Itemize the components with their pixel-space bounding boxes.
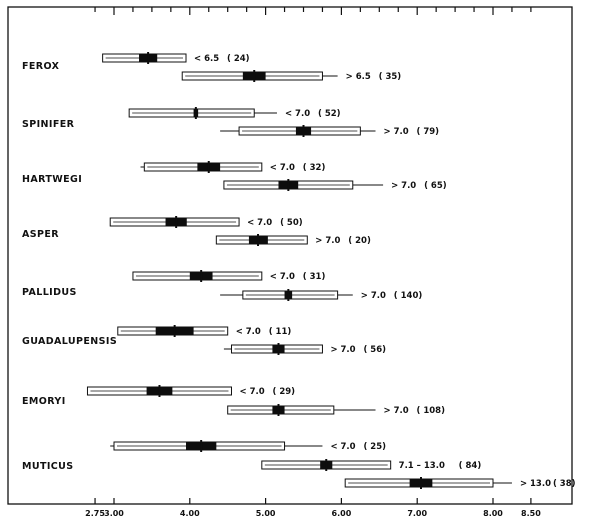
box-row: > 7.0 ( 65) — [223, 179, 447, 191]
box-row: < 7.0 ( 52) — [128, 107, 341, 119]
sample-size-label: ( 11) — [269, 327, 292, 337]
group-hartwegi: HARTWEGI < 7.0 ( 32) > 7.0 ( 65) — [22, 161, 447, 191]
box-row: > 7.0 ( 20) — [215, 234, 371, 246]
size-class-label: < 7.0 — [270, 163, 295, 173]
sample-size-label: ( 35) — [379, 72, 402, 82]
size-class-label: < 7.0 — [330, 442, 355, 452]
size-class-label: 7.1 – 13.0 — [399, 461, 445, 471]
x-tick-label: 2.75 — [85, 509, 105, 518]
size-class-label: < 6.5 — [194, 54, 219, 64]
box-groups: FEROX < 6.5 ( 24) > 6.5 ( 35) SPINIFER < 7.0 ( … — [22, 52, 576, 489]
sample-size-label: ( 108) — [417, 406, 446, 416]
sample-size-label: ( 52) — [318, 109, 341, 119]
sample-size-label: ( 140) — [394, 291, 423, 301]
size-class-label: < 7.0 — [285, 109, 310, 119]
taxon-label: GUADALUPENSIS — [22, 336, 117, 347]
group-ferox: FEROX < 6.5 ( 24) > 6.5 ( 35) — [22, 52, 401, 82]
box-row: < 7.0 ( 50) — [109, 216, 303, 228]
group-guadalupensis: GUADALUPENSIS < 7.0 ( 11) > 7.0 ( 56) — [22, 325, 386, 355]
size-class-label: > 7.0 — [315, 236, 340, 246]
plot-frame — [7, 6, 573, 505]
sample-size-label: ( 29) — [272, 387, 295, 397]
group-spinifer: SPINIFER < 7.0 ( 52) > 7.0 ( 79) — [22, 107, 439, 137]
box-row: > 7.0 ( 79) — [220, 125, 439, 137]
x-tick-label: 4.00 — [180, 509, 200, 518]
sample-size-label: ( 31) — [303, 272, 326, 282]
sample-size-label: ( 20) — [348, 236, 371, 246]
sample-size-label: ( 56) — [363, 345, 386, 355]
taxon-label: PALLIDUS — [22, 287, 77, 298]
sample-size-label: ( 25) — [363, 442, 386, 452]
sample-size-label: ( 32) — [303, 163, 326, 173]
box-row: < 6.5 ( 24) — [102, 52, 250, 64]
size-class-label: > 7.0 — [330, 345, 355, 355]
box-row: > 13.0( 38) — [344, 477, 576, 489]
box-row: < 7.0 ( 25) — [110, 440, 386, 452]
box-row: > 6.5 ( 35) — [181, 70, 402, 82]
sample-size-label: ( 24) — [227, 54, 250, 64]
x-tick-label: 8.50 — [521, 509, 541, 518]
size-class-label: > 7.0 — [384, 127, 409, 137]
box-row: < 7.0 ( 29) — [86, 385, 295, 397]
group-asper: ASPER < 7.0 ( 50) > 7.0 ( 20) — [22, 216, 371, 246]
box-row: < 7.0 ( 11) — [117, 325, 292, 337]
size-class-label: > 13.0 — [520, 479, 551, 489]
box-row: > 7.0 ( 108) — [227, 404, 446, 416]
x-tick-label: 5.00 — [256, 509, 276, 518]
box-row: > 7.0 ( 140) — [220, 289, 422, 301]
x-tick-label: 3.00 — [104, 509, 124, 518]
box-row: > 7.0 ( 56) — [223, 343, 386, 355]
x-tick-label: 8.00 — [483, 509, 503, 518]
taxon-label: HARTWEGI — [22, 174, 82, 185]
x-axis: 2.75 3.00 4.00 5.00 6.00 7.00 8.00 8.50 — [85, 498, 541, 518]
taxon-label: SPINIFER — [22, 119, 75, 130]
box-row: < 7.0 ( 32) — [140, 161, 326, 173]
x-tick-label: 7.00 — [407, 509, 427, 518]
sample-size-label: ( 79) — [417, 127, 440, 137]
size-class-label: > 7.0 — [391, 181, 416, 191]
top-axis-ticks — [94, 7, 532, 15]
size-class-label: < 7.0 — [247, 218, 272, 228]
group-emoryi: EMORYI < 7.0 ( 29) > 7.0 ( 108) — [22, 385, 445, 416]
box-row: 7.1 – 13.0 ( 84) — [261, 459, 482, 471]
group-pallidus: PALLIDUS < 7.0 ( 31) > 7.0 ( 140) — [22, 270, 422, 301]
size-class-label: > 7.0 — [384, 406, 409, 416]
taxon-label: MUTICUS — [22, 461, 74, 472]
size-class-label: > 6.5 — [346, 72, 371, 82]
sample-size-label: ( 65) — [424, 181, 447, 191]
size-class-label: > 7.0 — [361, 291, 386, 301]
taxon-label: FEROX — [22, 61, 60, 72]
x-tick-label: 6.00 — [332, 509, 352, 518]
sample-size-label: ( 84) — [459, 461, 482, 471]
size-class-label: < 7.0 — [270, 272, 295, 282]
taxon-label: EMORYI — [22, 396, 66, 407]
size-class-label: < 7.0 — [239, 387, 264, 397]
size-class-label: < 7.0 — [236, 327, 261, 337]
sample-size-label: ( 38) — [553, 479, 576, 489]
box-row: < 7.0 ( 31) — [132, 270, 326, 282]
group-muticus: MUTICUS < 7.0 ( 25) 7.1 – 13.0 ( 84) > 13.0( … — [22, 440, 576, 489]
taxon-label: ASPER — [22, 229, 59, 240]
sample-size-label: ( 50) — [280, 218, 303, 228]
